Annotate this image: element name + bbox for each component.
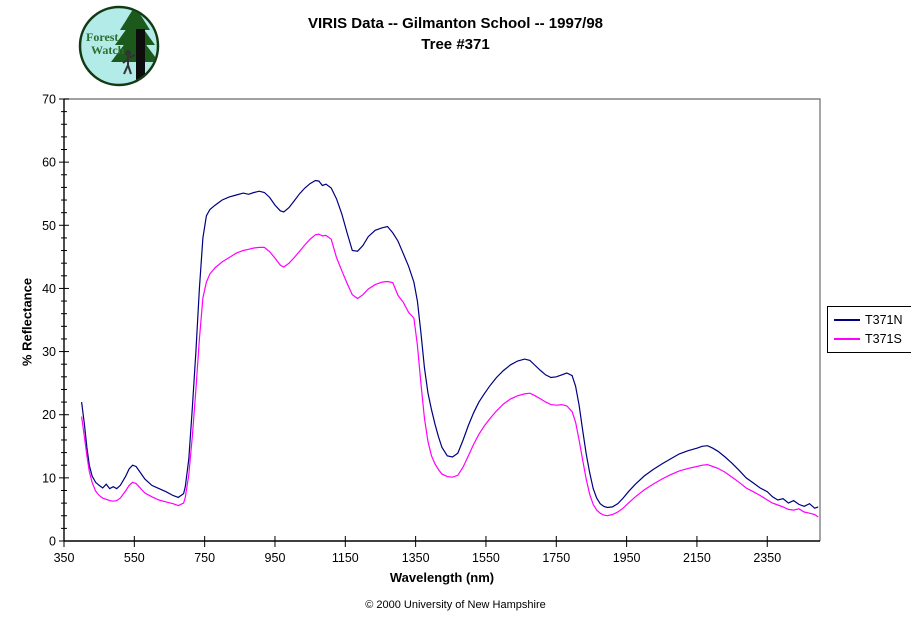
legend-label-t371s: T371S: [865, 332, 902, 346]
x-tick-label: 950: [265, 551, 286, 565]
x-axis-title: Wavelength (nm): [389, 570, 495, 585]
legend-item-t371n: T371N: [834, 313, 903, 327]
series-line-t371s: [81, 233, 819, 518]
y-tick-label: 10: [42, 471, 56, 485]
logo-text-forest: Forest: [86, 30, 118, 44]
legend-item-t371s: T371S: [834, 332, 903, 346]
y-tick-label: 60: [42, 156, 56, 170]
x-tick-label: 1950: [613, 551, 641, 565]
x-tick-label: 1550: [472, 551, 500, 565]
x-tick-label: 750: [194, 551, 215, 565]
y-tick-label: 70: [42, 93, 56, 107]
forest-watch-logo: Forest Watch: [78, 5, 160, 87]
pine-tree-icon: [111, 8, 157, 84]
t371s-line-swatch: [834, 338, 860, 340]
person-figure-icon: [122, 50, 136, 75]
y-tick-label: 50: [42, 219, 56, 233]
y-tick-label: 20: [42, 408, 56, 422]
x-tick-label: 2150: [683, 551, 711, 565]
y-axis-title: % Reflectance: [19, 277, 35, 367]
tree-trunk: [136, 29, 145, 84]
chart-title-line2: Tree #371: [421, 36, 490, 53]
y-tick-label: 40: [42, 282, 56, 296]
logo-text-watch: Watch: [91, 43, 125, 57]
legend-label-t371n: T371N: [865, 313, 903, 327]
forest-watch-logo-image: Forest Watch: [78, 5, 160, 87]
chart-title: VIRIS Data -- Gilmanton School -- 1997/9…: [0, 13, 911, 55]
t371n-line-swatch: [834, 319, 860, 321]
series-line-t371n: [81, 179, 819, 509]
x-tick-label: 550: [124, 551, 145, 565]
x-tick-label: 2350: [753, 551, 781, 565]
chart-title-line1: VIRIS Data -- Gilmanton School -- 1997/9…: [307, 15, 604, 32]
copyright-text: © 2000 University of New Hampshire: [365, 599, 546, 611]
x-tick-label: 1150: [332, 551, 359, 565]
x-tick-label: 1750: [542, 551, 570, 565]
x-tick-label: 1350: [402, 551, 430, 565]
plot-frame: [64, 98, 821, 541]
legend-box: T371N T371S: [827, 306, 911, 353]
y-tick-label: 0: [49, 535, 56, 549]
x-tick-label: 350: [54, 551, 75, 565]
y-tick-label: 30: [42, 345, 56, 359]
